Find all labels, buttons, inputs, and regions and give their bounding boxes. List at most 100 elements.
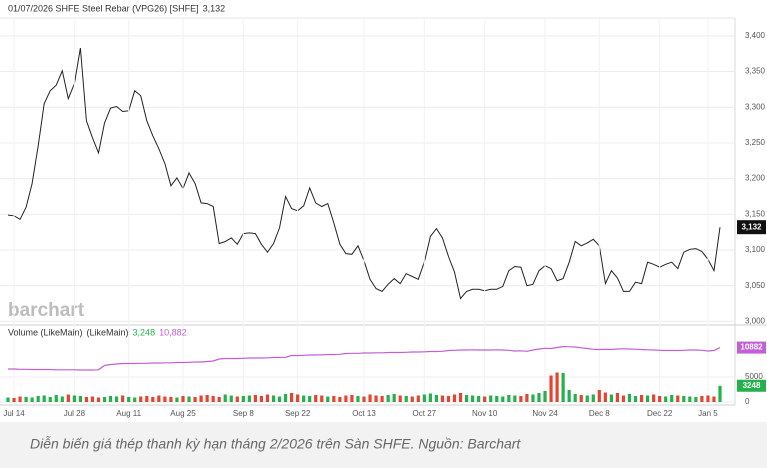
volume-bar (537, 393, 541, 402)
volume-bar (627, 394, 632, 402)
volume-bar (259, 396, 264, 402)
volume-bar (296, 394, 300, 402)
y-tick-label: 3,100 (745, 245, 766, 254)
volume-bar (181, 396, 185, 402)
volume-bar (283, 394, 288, 402)
volume-bar (169, 397, 173, 402)
volume-bar (90, 396, 95, 402)
volume-bar (404, 396, 408, 402)
volume-bar (543, 391, 547, 402)
volume-bar (229, 395, 233, 402)
volume-bar (78, 396, 83, 402)
volume-bar (338, 397, 342, 402)
volume-bar (60, 396, 64, 402)
volume-bar (235, 396, 239, 402)
volume-bar (597, 390, 601, 402)
volume-bar (247, 395, 251, 402)
volume-bar (507, 395, 511, 402)
legend-entry: 3,248 (133, 327, 156, 337)
volume-bar (54, 395, 58, 402)
last-value-box (737, 220, 766, 235)
volume-bar (645, 395, 650, 402)
volume-bar (187, 396, 191, 402)
x-tick-label: Jul 28 (64, 409, 86, 418)
volume-bar (96, 397, 101, 402)
volume-bar (573, 394, 577, 402)
y-tick-label: 3,400 (745, 31, 766, 40)
volume-bar (115, 396, 119, 402)
volume-bar (30, 397, 34, 402)
volume-bar (145, 396, 149, 402)
volume-bar (531, 394, 535, 402)
volume-bar (676, 395, 680, 402)
x-tick-label: Dec 8 (589, 409, 610, 418)
x-tick-label: Jan 5 (698, 409, 718, 418)
volume-bar (18, 396, 22, 402)
volume-bar (199, 395, 203, 402)
volume-bar (392, 394, 396, 402)
volume-bar (567, 390, 571, 402)
y-tick-label: 3,200 (745, 174, 766, 183)
oi-value-box (737, 341, 766, 354)
volume-bar (265, 394, 270, 402)
volume-bar (609, 394, 613, 402)
volume-bar (223, 394, 227, 402)
volume-bar (205, 395, 209, 402)
x-tick-label: Jul 14 (3, 409, 25, 418)
volume-bar (639, 395, 644, 402)
caption: Diễn biến giá thép thanh kỳ hạn tháng 2/… (30, 436, 521, 452)
volume-bar (458, 393, 463, 402)
volume-bar (440, 395, 445, 402)
chart-title: 01/07/2026 SHFE Steel Rebar (VPG26) [SHF… (8, 3, 199, 13)
volume-bar (314, 395, 318, 402)
volume-bar (211, 396, 215, 402)
volume-bar (133, 397, 137, 402)
volume-bar (320, 395, 324, 402)
volume-bar (151, 397, 155, 402)
legend-entry: Volume (LikeMain) (8, 327, 83, 337)
volume-bar (127, 397, 131, 402)
volume-bar (471, 395, 475, 402)
volume-bar (271, 395, 276, 402)
volume-bar (712, 396, 716, 402)
volume-bar (72, 395, 76, 402)
volume-bar (350, 395, 354, 402)
volume-bar (694, 397, 698, 402)
open-interest-line (8, 345, 721, 371)
legend-entry: 10,882 (159, 327, 187, 337)
volume-bar (163, 396, 167, 402)
y-tick-label: 0 (745, 397, 750, 406)
volume-bar (48, 397, 52, 402)
volume-bar (289, 393, 294, 402)
volume-bar (519, 396, 523, 402)
volume-bar (700, 396, 704, 402)
volume-bar (477, 396, 481, 402)
volume-bar (193, 397, 197, 402)
volume-bar (362, 396, 366, 402)
x-tick-label: Oct 27 (413, 409, 437, 418)
volume-bar (513, 395, 517, 402)
volume-bar (483, 396, 487, 402)
volume-bar (525, 394, 529, 402)
y-tick-label: 3,150 (745, 209, 766, 218)
x-tick-label: Aug 25 (170, 409, 196, 418)
volume-bar (658, 396, 662, 402)
volume-bar (416, 395, 420, 402)
volume-bar (326, 396, 330, 402)
oi-value-label: 10882 (740, 343, 763, 352)
volume-value-box (737, 379, 766, 392)
legend-entry: (LikeMain) (87, 327, 129, 337)
volume-bar (591, 394, 595, 402)
x-tick-label: Sep 8 (233, 409, 254, 418)
volume-bar (688, 396, 692, 402)
y-tick-label: 5000 (745, 372, 763, 381)
y-tick-label: 3,350 (745, 67, 766, 76)
x-tick-label: Sep 22 (285, 409, 311, 418)
volume-bar (344, 395, 348, 402)
volume-bar (42, 395, 46, 402)
volume-bar (302, 395, 306, 402)
volume-bar (664, 396, 668, 402)
volume-bar (452, 394, 457, 402)
